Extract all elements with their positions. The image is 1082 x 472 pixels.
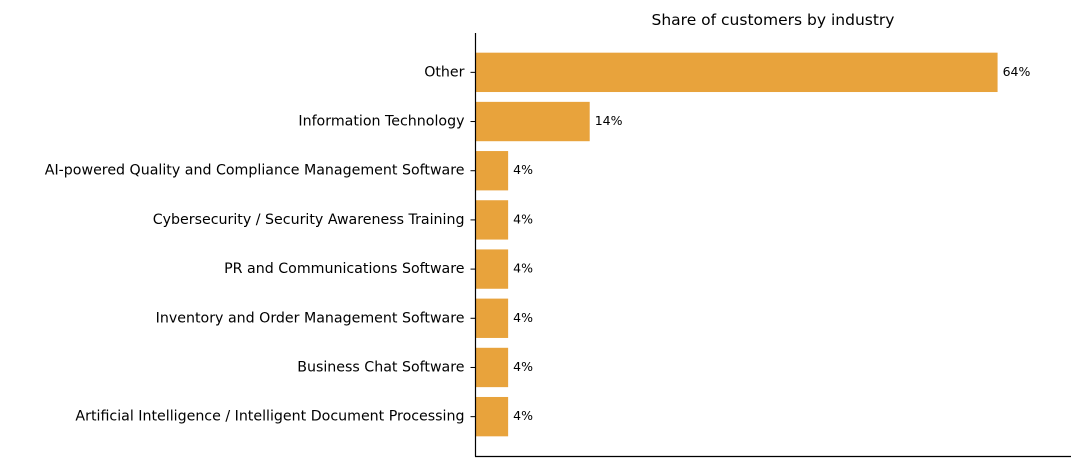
category-label: Other (424, 64, 464, 80)
value-label: 14% (595, 113, 623, 128)
category-label: AI-powered Quality and Compliance Manage… (45, 163, 465, 179)
bar (475, 200, 509, 240)
bar (475, 249, 509, 289)
value-label: 4% (513, 261, 533, 276)
value-label: 4% (513, 408, 533, 423)
bar (475, 396, 509, 437)
category-labels-layer: Other Information Technology AI-powered Qu… (45, 64, 476, 425)
bar (475, 101, 590, 142)
category-label: Business Chat Software (297, 359, 464, 375)
value-label: 4% (513, 162, 533, 177)
category-label: Inventory and Order Management Software (156, 310, 465, 326)
bar (475, 298, 509, 338)
bar (475, 347, 509, 388)
category-label: PR and Communications Software (224, 261, 464, 277)
category-label: Artificial Intelligence / Intelligent Do… (75, 409, 464, 425)
value-label: 64% (1003, 64, 1031, 79)
bar (475, 52, 998, 93)
value-label: 4% (513, 310, 533, 325)
bar (475, 151, 509, 191)
category-label: Cybersecurity / Security Awareness Train… (153, 212, 465, 228)
value-label: 4% (513, 359, 533, 374)
value-label: 4% (513, 211, 533, 226)
bars-layer (475, 52, 998, 437)
value-labels-layer: 64% 14% 4% 4% 4% 4% 4% 4% (513, 64, 1030, 423)
category-label: Information Technology (298, 114, 464, 130)
chart-title: Share of customers by industry (652, 11, 895, 29)
